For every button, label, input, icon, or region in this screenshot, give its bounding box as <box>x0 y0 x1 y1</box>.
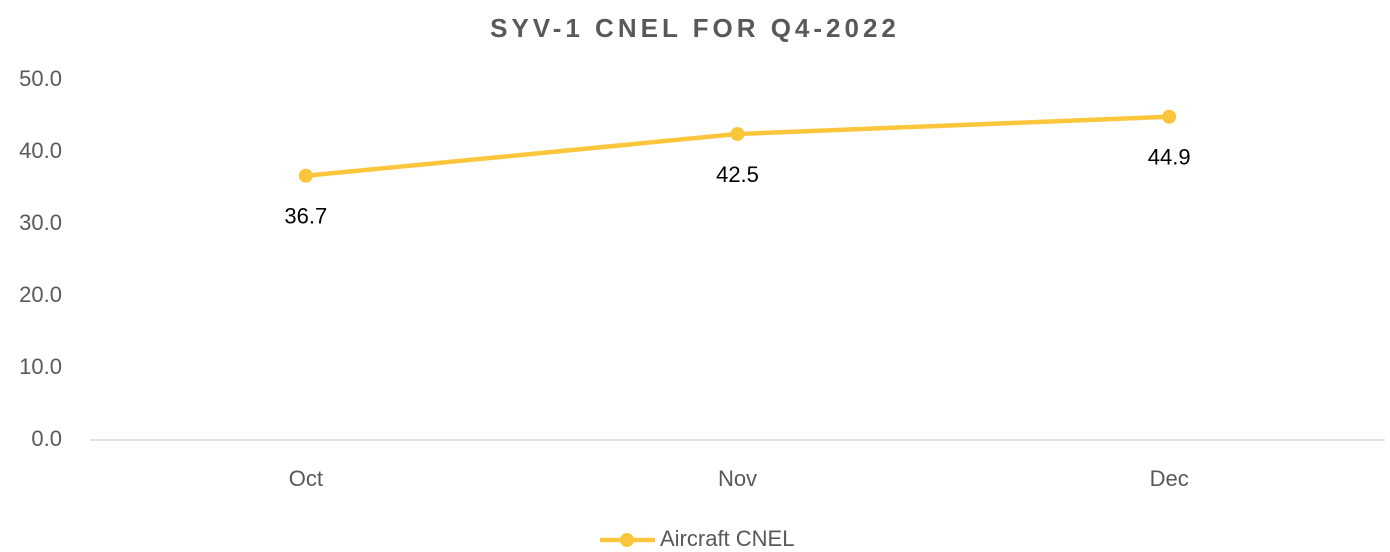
data-label: 44.9 <box>1148 145 1191 170</box>
y-tick-label: 50.0 <box>19 66 62 91</box>
point <box>298 168 313 183</box>
y-tick-label: 40.0 <box>19 138 62 163</box>
y-tick-label: 10.0 <box>19 354 62 379</box>
y-tick-label: 0.0 <box>31 426 62 451</box>
x-tick-label: Dec <box>1150 466 1189 491</box>
point <box>730 127 745 141</box>
legend-label: Aircraft CNEL <box>660 526 794 551</box>
point <box>1162 109 1177 124</box>
data-label: 42.5 <box>716 162 759 187</box>
chart-title: SYV-1 CNEL FOR Q4-2022 <box>490 13 900 43</box>
x-tick-label: Nov <box>718 466 757 491</box>
y-tick-label: 20.0 <box>19 282 62 307</box>
x-tick-label: Oct <box>289 466 323 491</box>
data-label: 36.7 <box>284 204 327 229</box>
legend-swatch-marker <box>620 533 634 547</box>
y-tick-label: 30.0 <box>19 210 62 235</box>
